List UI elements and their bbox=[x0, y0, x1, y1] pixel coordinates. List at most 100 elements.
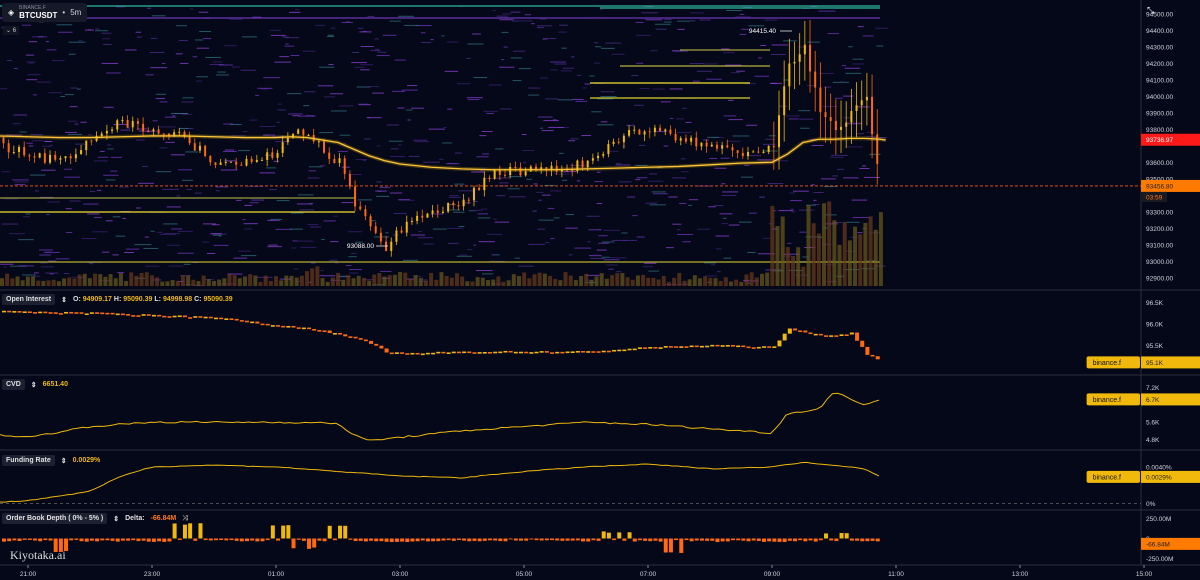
obd-bar bbox=[105, 538, 110, 541]
volume-bar bbox=[31, 276, 36, 286]
heatmap-cell bbox=[676, 229, 681, 231]
candle-body bbox=[147, 131, 150, 133]
heatmap-cell bbox=[481, 131, 493, 133]
heatmap-cell bbox=[209, 63, 224, 65]
hide-icon[interactable]: ⤨ bbox=[182, 514, 188, 522]
interval-label[interactable]: 5m bbox=[70, 8, 82, 17]
candle-body bbox=[121, 119, 124, 121]
volume-bar bbox=[475, 277, 480, 286]
volume-bar bbox=[791, 255, 796, 286]
heatmap-cell bbox=[159, 126, 176, 128]
heatmap-cell bbox=[770, 82, 777, 84]
sort-icon[interactable]: ⇕ bbox=[113, 515, 120, 523]
heatmap-cell bbox=[298, 115, 316, 117]
price-tick: 93100.00 bbox=[1146, 242, 1173, 249]
heatmap-cell bbox=[726, 10, 742, 12]
expand-icon[interactable]: ⤡ bbox=[1147, 5, 1155, 15]
heatmap-cell bbox=[46, 49, 57, 51]
obd-bar bbox=[110, 538, 115, 541]
heatmap-cell bbox=[590, 257, 605, 259]
oi-bar bbox=[679, 346, 684, 348]
obd-bar bbox=[64, 538, 69, 552]
heatmap-cell bbox=[152, 120, 158, 122]
volume-bar bbox=[398, 272, 403, 286]
heatmap-cell bbox=[703, 139, 709, 141]
volume-bar bbox=[392, 274, 397, 286]
indicator-collapse-button[interactable]: ⌄ 6 bbox=[3, 26, 20, 35]
heatmap-cell bbox=[544, 241, 550, 243]
heatmap-cell bbox=[333, 215, 339, 217]
heatmap-cell bbox=[588, 229, 599, 231]
candle-body bbox=[64, 156, 67, 159]
oi-bar bbox=[48, 312, 53, 314]
oi-bar bbox=[462, 351, 467, 354]
volume-bar bbox=[641, 274, 646, 286]
heatmap-cell bbox=[45, 41, 49, 43]
oi-bar bbox=[167, 316, 172, 318]
heatmap-cell bbox=[68, 41, 86, 43]
heatmap-cell bbox=[598, 242, 610, 244]
obd-bar bbox=[193, 538, 198, 541]
volume-bar bbox=[837, 244, 842, 286]
heatmap-cell bbox=[160, 233, 176, 235]
heatmap-cell bbox=[69, 200, 81, 202]
heatmap-cell bbox=[215, 190, 220, 192]
oi-title[interactable]: Open Interest bbox=[2, 294, 56, 305]
heatmap-cell bbox=[471, 171, 484, 173]
heatmap-cell bbox=[39, 249, 53, 251]
heatmap-cell bbox=[715, 235, 730, 237]
heatmap-cell bbox=[762, 143, 776, 145]
symbol-badge[interactable]: ◈ BINANCE.F BTCUSDT • 5m bbox=[2, 3, 88, 22]
volume-bar bbox=[589, 280, 594, 286]
obd-title[interactable]: Order Book Depth ( 0% - 5% ) bbox=[2, 513, 108, 524]
heatmap-cell bbox=[177, 169, 193, 171]
heatmap-cell bbox=[788, 118, 799, 120]
candle-body bbox=[876, 134, 879, 164]
heatmap-cell bbox=[677, 233, 694, 235]
heatmap-cell bbox=[866, 131, 875, 133]
oi-bar bbox=[813, 333, 818, 336]
heatmap-cell bbox=[852, 58, 864, 60]
heatmap-cell bbox=[798, 209, 814, 211]
heatmap-cell bbox=[417, 237, 433, 239]
candle-body bbox=[571, 169, 574, 172]
heatmap-cell bbox=[124, 251, 135, 253]
heatmap-cell bbox=[639, 88, 650, 90]
obd-bar bbox=[431, 538, 436, 542]
funding-title[interactable]: Funding Rate bbox=[2, 455, 55, 466]
sort-icon[interactable]: ⇕ bbox=[60, 457, 67, 465]
heatmap-cell bbox=[28, 145, 34, 147]
heatmap-cell bbox=[788, 269, 804, 271]
sort-icon[interactable]: ⇕ bbox=[30, 381, 37, 389]
oi-o-label: O: bbox=[73, 296, 81, 303]
volume-bar bbox=[186, 275, 191, 286]
sort-icon[interactable]: ⇕ bbox=[61, 296, 67, 304]
heatmap-cell bbox=[605, 264, 618, 266]
cvd-title[interactable]: CVD bbox=[2, 379, 25, 390]
volume-bar bbox=[170, 280, 175, 286]
volume-bar bbox=[149, 275, 154, 286]
volume-bar bbox=[336, 272, 341, 286]
oi-bar bbox=[446, 352, 451, 355]
heatmap-cell bbox=[807, 41, 820, 43]
heatmap-cell bbox=[410, 234, 426, 236]
heatmap-cell bbox=[95, 30, 109, 32]
obd-bar bbox=[120, 538, 125, 541]
heatmap-cell bbox=[821, 178, 836, 180]
oi-bar bbox=[617, 349, 622, 352]
volume-bar bbox=[470, 281, 475, 286]
oi-bar bbox=[818, 333, 823, 336]
heatmap-cell bbox=[380, 270, 392, 272]
heatmap-cell bbox=[559, 24, 569, 26]
heatmap-cell bbox=[746, 124, 758, 126]
candle-body bbox=[488, 177, 491, 179]
heatmap-cell bbox=[252, 16, 262, 18]
candle-body bbox=[447, 202, 450, 212]
heatmap-cell bbox=[364, 138, 371, 140]
heatmap-cell bbox=[615, 271, 622, 273]
last-price-label: 93456.80 bbox=[1146, 183, 1173, 190]
oi-bar bbox=[182, 315, 187, 318]
price-tick: 93500.00 bbox=[1146, 176, 1173, 183]
oi-c-label: C: bbox=[194, 296, 202, 303]
